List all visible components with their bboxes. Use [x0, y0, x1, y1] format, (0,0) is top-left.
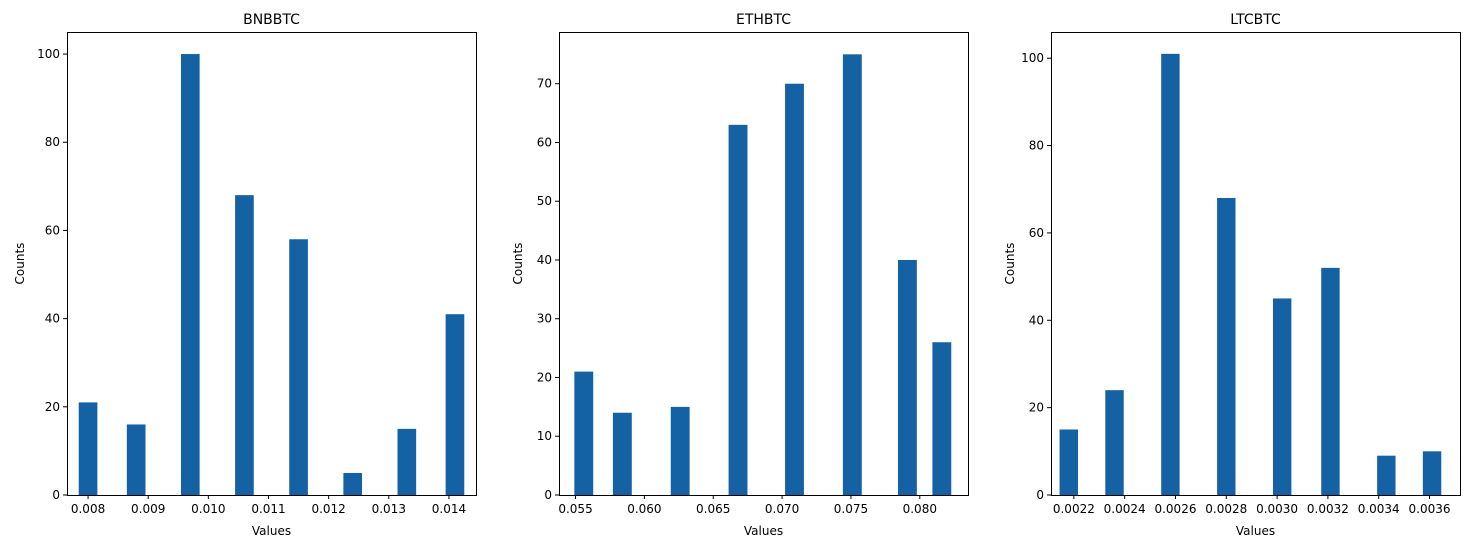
- y-axis-ticks: 0 10 20 30 40 50 60 70: [537, 77, 559, 502]
- y-tick-label: 60: [1029, 226, 1044, 240]
- y-tick-label: 80: [1029, 139, 1044, 153]
- x-tick-label: 0.0032: [1307, 502, 1349, 516]
- y-tick-label: 0: [52, 488, 60, 502]
- bar: [1321, 267, 1340, 495]
- y-tick-label: 40: [537, 253, 552, 267]
- chart-panel-ltcbtc: LTCBTC Values Counts 0.0022 0.0024 0.0026 0…: [1003, 12, 1461, 538]
- bar: [289, 239, 308, 495]
- y-tick-label: 50: [537, 194, 552, 208]
- y-axis-label: Counts: [13, 243, 27, 285]
- bar: [612, 412, 632, 495]
- x-tick-label: 0.0034: [1358, 502, 1400, 516]
- x-tick-label: 0.011: [251, 502, 285, 516]
- y-tick-label: 40: [1029, 313, 1044, 327]
- x-tick-label: 0.0036: [1409, 502, 1451, 516]
- x-axis-ticks: 0.055 0.060 0.065 0.070 0.075 0.080: [558, 495, 937, 516]
- bar: [445, 314, 465, 495]
- bar: [180, 54, 200, 496]
- y-tick-label: 0: [544, 488, 552, 502]
- x-tick-label: 0.0022: [1053, 502, 1095, 516]
- bar: [235, 195, 254, 495]
- x-axis-label: Values: [252, 524, 291, 538]
- x-tick-label: 0.070: [765, 502, 799, 516]
- chart-title: BNBBTC: [243, 12, 300, 28]
- x-tick-label: 0.0026: [1154, 502, 1196, 516]
- bar: [126, 424, 146, 495]
- bars: [574, 54, 952, 496]
- bar: [343, 472, 363, 495]
- x-axis-label: Values: [744, 524, 783, 538]
- y-axis-label: Counts: [511, 243, 525, 285]
- x-tick-label: 0.080: [903, 502, 937, 516]
- bar: [1217, 197, 1236, 496]
- y-tick-label: 80: [45, 135, 60, 149]
- x-axis-ticks: 0.0022 0.0024 0.0026 0.0028 0.0030 0.0032 0.00…: [1053, 495, 1451, 516]
- chart-panel-bnbbtc: BNBBTC Values Counts 0.008 0.009 0.010 0.01…: [13, 12, 477, 538]
- x-tick-label: 0.065: [696, 502, 730, 516]
- y-tick-label: 30: [537, 312, 552, 326]
- bar: [728, 124, 748, 495]
- x-tick-label: 0.075: [834, 502, 868, 516]
- bar: [1422, 451, 1442, 495]
- bars: [1059, 53, 1442, 496]
- x-tick-label: 0.009: [131, 502, 165, 516]
- y-tick-label: 20: [537, 370, 552, 384]
- bar: [1059, 429, 1078, 495]
- plot-frame: [67, 32, 477, 496]
- plot-frame: [559, 32, 969, 496]
- y-tick-label: 10: [537, 429, 552, 443]
- x-tick-label: 0.013: [372, 502, 406, 516]
- y-tick-label: 70: [537, 77, 552, 91]
- y-tick-label: 0: [1036, 488, 1044, 502]
- chart-panel-ethbtc: ETHBTC Values Counts 0.055 0.060 0.065 0.07…: [511, 12, 969, 538]
- y-tick-label: 20: [1029, 401, 1044, 415]
- y-axis-ticks: 0 20 40 60 80 100: [1021, 51, 1051, 502]
- bar: [78, 402, 98, 495]
- y-tick-label: 100: [1021, 51, 1044, 65]
- bars: [78, 54, 465, 496]
- bar: [897, 259, 917, 495]
- x-tick-label: 0.0028: [1205, 502, 1247, 516]
- bar: [1377, 455, 1396, 495]
- y-tick-label: 100: [37, 47, 60, 61]
- bar: [1105, 390, 1124, 495]
- bar: [785, 83, 804, 496]
- chart-title: ETHBTC: [736, 12, 791, 28]
- x-tick-label: 0.008: [71, 502, 105, 516]
- x-tick-label: 0.012: [311, 502, 345, 516]
- bar: [574, 371, 594, 495]
- y-tick-label: 60: [537, 135, 552, 149]
- bar: [842, 54, 862, 495]
- chart-title: LTCBTC: [1230, 12, 1281, 28]
- plot-frame: [1051, 32, 1461, 496]
- x-tick-label: 0.0030: [1256, 502, 1298, 516]
- y-tick-label: 60: [45, 223, 60, 237]
- x-tick-label: 0.060: [627, 502, 661, 516]
- y-tick-label: 40: [45, 312, 60, 326]
- x-axis-ticks: 0.008 0.009 0.010 0.011 0.012 0.013 0.014: [71, 495, 466, 516]
- bar: [932, 342, 952, 495]
- bar: [670, 406, 690, 495]
- bar: [1272, 298, 1292, 495]
- x-tick-label: 0.055: [558, 502, 592, 516]
- x-tick-label: 0.010: [191, 502, 225, 516]
- x-tick-label: 0.014: [432, 502, 466, 516]
- x-tick-label: 0.0024: [1104, 502, 1146, 516]
- y-axis-ticks: 0 20 40 60 80 100: [37, 47, 67, 502]
- y-axis-label: Counts: [1003, 243, 1017, 285]
- y-tick-label: 20: [45, 400, 60, 414]
- x-axis-label: Values: [1236, 524, 1275, 538]
- bar: [1161, 53, 1180, 496]
- bar: [397, 428, 417, 495]
